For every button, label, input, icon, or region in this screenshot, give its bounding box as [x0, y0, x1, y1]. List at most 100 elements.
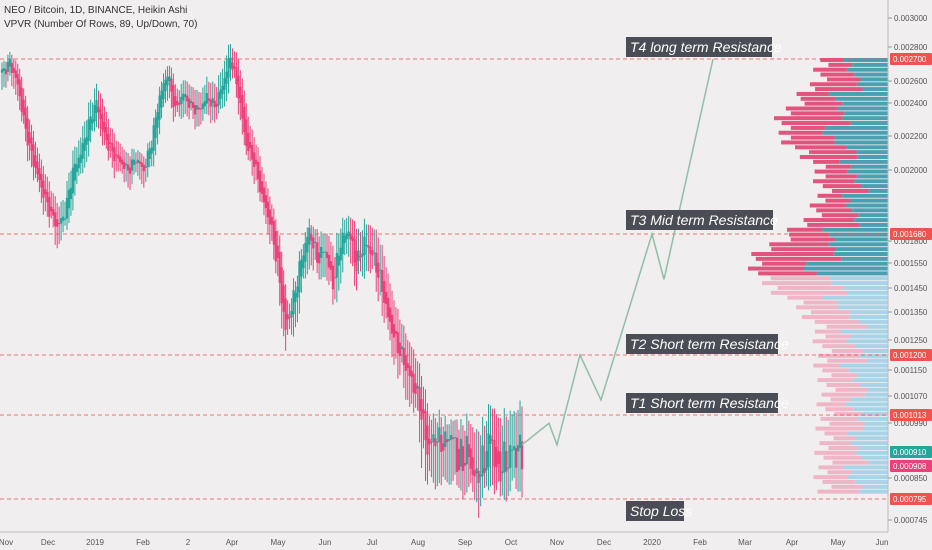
price-tick-label: 0.000990 [894, 419, 928, 428]
candle-body [292, 290, 295, 315]
candle-body [463, 462, 466, 466]
level-annotation[interactable]: T4 long term Resistance [626, 37, 782, 57]
volume-profile-bar-up [862, 484, 888, 489]
price-tick-label: 0.002400 [894, 99, 928, 108]
candle-body [176, 101, 179, 105]
candle-body [485, 451, 488, 471]
candle-body [296, 286, 299, 298]
candle-body [117, 154, 120, 159]
candle-body [209, 99, 212, 107]
volume-profile-bar-down [830, 397, 851, 402]
candle-body [335, 252, 338, 278]
candle-body [201, 103, 205, 109]
volume-profile-bar-up [859, 489, 888, 494]
candle-body [239, 86, 242, 104]
volume-profile-bar-up [858, 319, 888, 324]
volume-profile-bar-up [862, 87, 888, 92]
candle-body [394, 330, 398, 334]
volume-profile-bar-down [803, 300, 838, 305]
volume-profile-bar-down [800, 96, 836, 101]
volume-profile-bar-up [850, 164, 888, 169]
candle-body [272, 220, 275, 245]
time-tick-label: Nov [550, 538, 564, 547]
volume-profile-bar-down [762, 261, 807, 266]
candle-body [520, 441, 524, 470]
volume-profile-bar-up [804, 266, 888, 271]
price-tick-label: 0.002000 [894, 166, 928, 175]
candle-body [351, 236, 354, 241]
candle-body [274, 231, 277, 262]
candle-body [231, 62, 234, 70]
volume-profile-bar-up [822, 227, 888, 232]
volume-profile-bar-up [846, 145, 888, 150]
candle-body [390, 314, 394, 334]
candle-body [416, 385, 419, 389]
candle-body [63, 218, 67, 220]
candle-body [489, 435, 492, 444]
candle-body [26, 118, 29, 146]
volume-profile-bar-down [817, 193, 843, 198]
volume-profile-bar-up [861, 184, 888, 189]
time-axis[interactable]: Nov Dec 2019 Feb 2 Apr May Jun Jul Aug Sep Oct Nov De… [0, 531, 888, 547]
candle-body [268, 209, 271, 225]
candle-body [420, 399, 423, 420]
volume-profile-bar-down [789, 232, 829, 237]
candle-body [189, 100, 193, 104]
volume-profile-bar-up [856, 150, 888, 155]
candle-body [499, 451, 502, 482]
level-annotation[interactable]: T1 Short term Resistance [626, 393, 789, 413]
level-annotation[interactable]: T3 Mid term Resistance [626, 210, 778, 230]
candle-body [471, 457, 474, 476]
price-tick-label: 0.002200 [894, 132, 928, 141]
candle-body [422, 409, 425, 414]
candle-body [497, 450, 500, 465]
time-tick-label: May [830, 538, 845, 547]
volume-profile-bar-up [846, 431, 888, 436]
price-tag-label: 0.000795 [893, 495, 927, 504]
price-tag: 0.000910 [890, 446, 932, 458]
volume-profile-bar-up [860, 382, 888, 387]
volume-profile-bar-down [818, 465, 843, 470]
level-annotation[interactable]: Stop Loss [626, 501, 692, 521]
candle-body [65, 197, 69, 219]
candle-body [203, 101, 206, 107]
price-tag: 0.001680 [890, 228, 932, 240]
candle-body [453, 437, 457, 439]
candle-body [191, 102, 195, 108]
candle-body [408, 365, 411, 376]
volume-profile-bar-up [856, 373, 888, 378]
volume-profile-bar-down [827, 77, 861, 82]
candle-body [36, 161, 39, 175]
price-axis[interactable]: 0.003000 0.002800 0.002600 0.002400 0.002200… [887, 0, 932, 532]
volume-profile-bar-up [828, 232, 888, 237]
volume-profile-bar-up [866, 324, 888, 329]
volume-profile-bar-down [816, 402, 846, 407]
volume-profile-bar-up [866, 358, 888, 363]
volume-profile-bar-down [807, 222, 860, 227]
price-tag: 0.001013 [890, 409, 932, 421]
volume-profile-bar-up [859, 222, 888, 227]
volume-profile-bar-down [820, 416, 858, 421]
candle-body [304, 242, 307, 262]
candle-body [359, 255, 362, 258]
candle-body [286, 314, 289, 320]
time-tick-label: Apr [226, 538, 239, 547]
volume-profile-bar-down [803, 218, 855, 223]
candle-body [138, 161, 141, 164]
candle-body [247, 132, 250, 152]
candle-body [278, 251, 281, 283]
candle-body [329, 261, 333, 270]
volume-profile-bar-up [858, 446, 888, 450]
candle-body [461, 446, 465, 472]
price-tick-label: 0.001250 [894, 336, 928, 345]
candle-body [483, 467, 486, 473]
volume-profile-bar-down [796, 91, 829, 96]
candle-body [211, 98, 214, 104]
candle-body [503, 441, 506, 473]
level-annotation[interactable]: T2 Short term Resistance [626, 334, 789, 354]
time-tick-label: Dec [597, 538, 611, 547]
projection-path [521, 58, 714, 448]
volume-profile-bar-down [809, 203, 845, 208]
volume-profile-bar-up [839, 363, 888, 368]
